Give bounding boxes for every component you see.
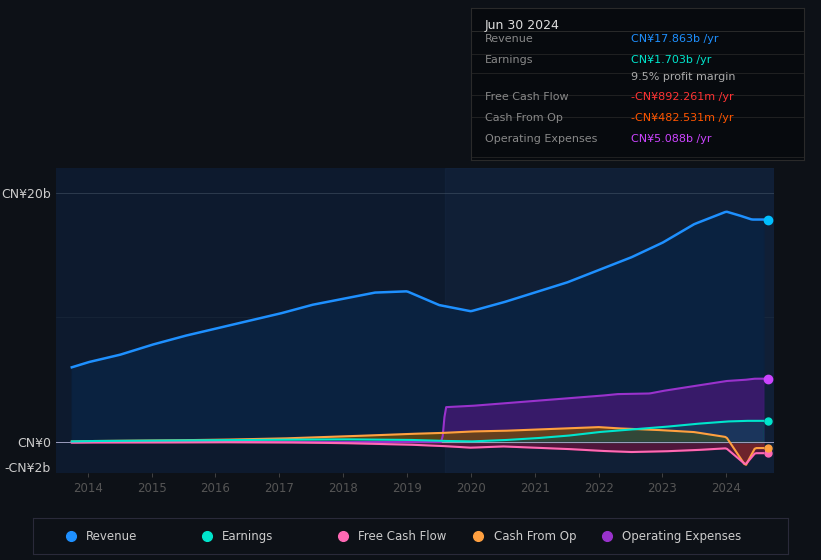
Text: Earnings: Earnings — [484, 55, 533, 66]
Text: Revenue: Revenue — [484, 34, 534, 44]
Text: Free Cash Flow: Free Cash Flow — [358, 530, 446, 543]
Text: CN¥17.863b /yr: CN¥17.863b /yr — [631, 34, 718, 44]
Text: Operating Expenses: Operating Expenses — [484, 134, 597, 144]
Text: Revenue: Revenue — [85, 530, 137, 543]
Text: Cash From Op: Cash From Op — [493, 530, 576, 543]
Bar — [445, 168, 774, 473]
Text: CN¥1.703b /yr: CN¥1.703b /yr — [631, 55, 711, 66]
Text: Cash From Op: Cash From Op — [484, 113, 562, 123]
Text: Operating Expenses: Operating Expenses — [622, 530, 741, 543]
Text: -CN¥892.261m /yr: -CN¥892.261m /yr — [631, 91, 733, 101]
Text: Jun 30 2024: Jun 30 2024 — [484, 19, 559, 32]
Text: CN¥5.088b /yr: CN¥5.088b /yr — [631, 134, 711, 144]
Text: 9.5% profit margin: 9.5% profit margin — [631, 72, 736, 82]
Text: -CN¥482.531m /yr: -CN¥482.531m /yr — [631, 113, 733, 123]
Text: Free Cash Flow: Free Cash Flow — [484, 91, 568, 101]
Text: Earnings: Earnings — [222, 530, 273, 543]
